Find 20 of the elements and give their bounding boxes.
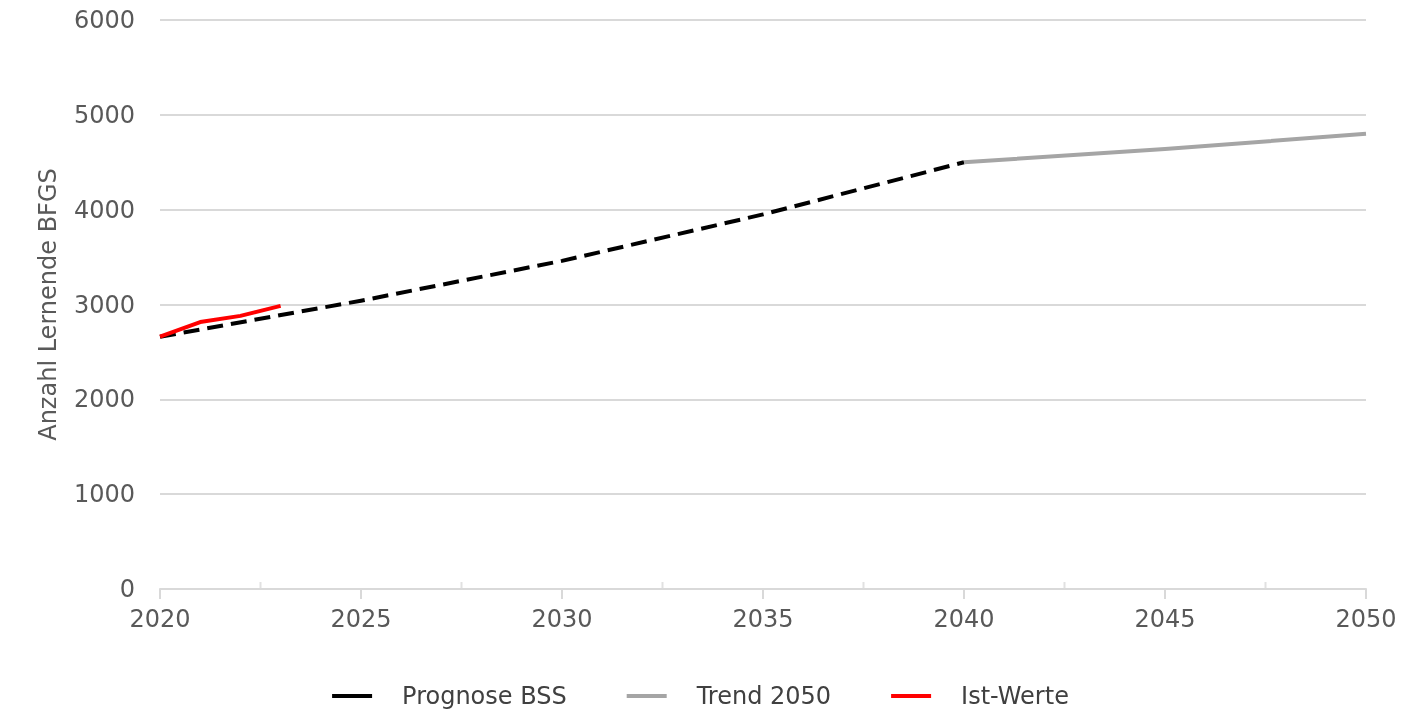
legend-label: Trend 2050: [695, 682, 832, 710]
y-tick-label: 1000: [73, 480, 135, 509]
y-tick-label: 3000: [73, 290, 135, 319]
legend-label: Ist-Werte: [961, 682, 1069, 710]
x-tick-label: 2030: [531, 605, 593, 633]
y-tick-label: 5000: [73, 100, 135, 129]
y-tick-label: 2000: [73, 385, 135, 414]
line-series: [158, 160, 966, 339]
x-tick-label: 2020: [129, 605, 191, 633]
y-tick-label: 0: [119, 575, 135, 603]
x-tick-label: 2035: [732, 605, 794, 633]
y-tick-label: 6000: [73, 6, 135, 34]
x-tick-label: 2045: [1134, 605, 1196, 633]
legend-label: Prognose BSS: [402, 682, 567, 710]
y-tick-label: 4000: [73, 195, 135, 224]
y-axis-title: Anzahl Lernende BFGS: [34, 168, 62, 441]
x-tick-label: 2050: [1335, 605, 1397, 633]
line-series: [158, 303, 283, 339]
x-tick-label: 2025: [330, 605, 392, 633]
x-tick-label: 2040: [933, 605, 995, 633]
